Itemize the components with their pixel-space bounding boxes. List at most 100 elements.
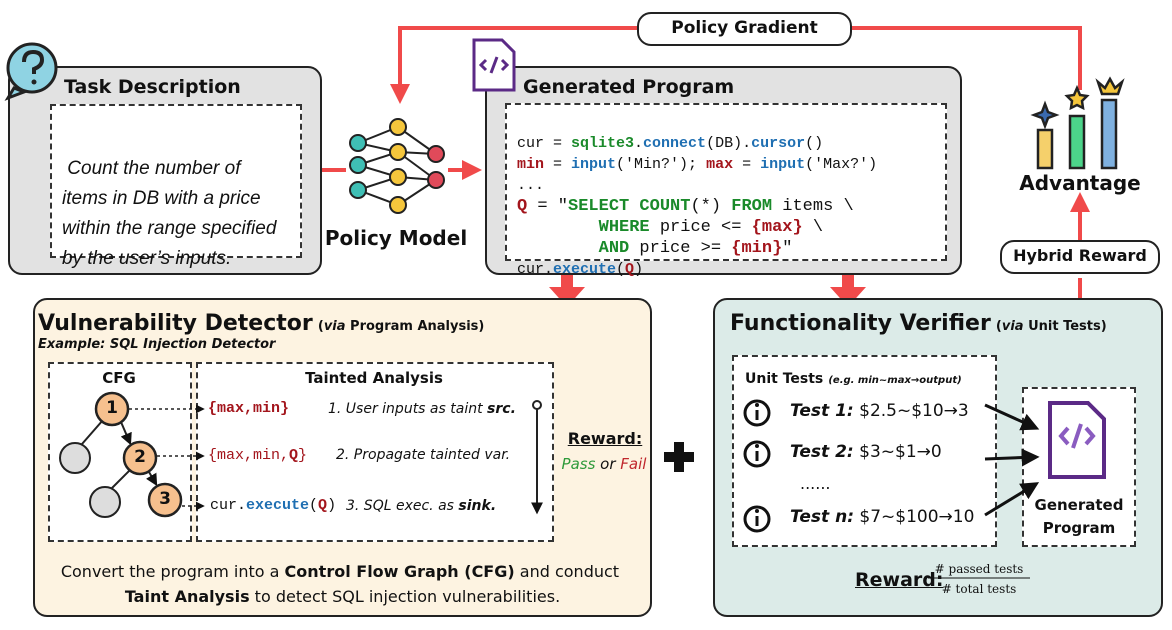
path (1095, 76, 1125, 96)
text: min (517, 156, 545, 173)
text: (e.g. min~max→output) (828, 375, 962, 386)
g (357, 126, 437, 206)
test: Test 2: $3~$1→0 (790, 444, 942, 461)
advantage-bars (1030, 76, 1125, 170)
text: Q (289, 447, 299, 464)
circle (349, 156, 367, 174)
text: Functionality Verifier (730, 311, 991, 336)
file-icon (472, 38, 516, 92)
text: Fail (620, 455, 647, 473)
text: via (1001, 319, 1024, 334)
taint-step: 1. User inputs as taint src. (328, 402, 516, 416)
text: cur. (517, 261, 554, 278)
question-icon (4, 42, 58, 101)
text: ( (616, 261, 626, 278)
circle (427, 171, 445, 189)
hybrid-reward: Hybrid Reward (1013, 246, 1147, 265)
g (427, 145, 445, 189)
detector-reward: Pass or Fail (556, 457, 652, 472)
text: {min} (731, 239, 783, 258)
div (732, 355, 997, 547)
circle (349, 181, 367, 199)
text: Taint Analysis (124, 587, 250, 606)
policy-gradient: Policy Gradient (671, 18, 818, 38)
path (830, 265, 866, 307)
text: = (733, 156, 761, 173)
rect (1068, 114, 1086, 170)
text: ) (634, 261, 644, 278)
text: $7~$100→10 (859, 507, 975, 527)
code: cur = sqlite3.connect(DB).cursor() min = … (517, 112, 877, 280)
text: Program (1042, 519, 1116, 537)
text: ('Min?'); (616, 156, 707, 173)
circle (389, 196, 407, 214)
line (111, 469, 131, 489)
circle (389, 143, 407, 161)
text: {max,min} (208, 400, 290, 417)
rect (1100, 98, 1118, 170)
text: via (323, 319, 346, 334)
tests-ellipsis: ...... (800, 474, 831, 493)
circle (89, 486, 121, 518)
text: = (544, 156, 572, 173)
text: sqlite3 (571, 135, 635, 152)
program-title: Generated Program (523, 76, 735, 98)
text: sink. (458, 498, 497, 514)
circle (147, 482, 183, 518)
g (1048, 401, 1106, 479)
text: price >= (629, 239, 732, 258)
text: connect (643, 135, 707, 152)
cfg-node: 1 (106, 398, 118, 418)
task-line: items in DB with a price (62, 188, 261, 209)
verifier-heading: Functionality Verifier (via Unit Tests) (730, 313, 1107, 335)
task-line: Count the number of (67, 158, 241, 179)
circle (389, 118, 407, 136)
circle (755, 509, 759, 513)
div (637, 12, 852, 46)
div (1000, 240, 1160, 274)
text: Vulnerability Detector (38, 311, 313, 336)
cfg-node: 2 (134, 447, 146, 467)
text: to detect SQL injection vulnerabilities. (249, 587, 561, 606)
text: ( (995, 319, 1002, 334)
text: execute (553, 261, 617, 278)
task-line: within the range specified (62, 218, 277, 239)
circle (122, 440, 158, 476)
reward-denominator: # total tests (941, 582, 1017, 596)
line (81, 419, 104, 445)
cfg-title: CFG (102, 369, 136, 387)
taint-code: {max,min,Q} (208, 448, 307, 463)
text: WHERE (598, 218, 650, 237)
text: ) (327, 497, 337, 514)
circle (389, 168, 407, 186)
unit-tests-heading: Unit Tests (e.g. min~max→output) (745, 370, 962, 386)
circle (31, 79, 37, 85)
advantage-label: Advantage (1019, 171, 1141, 195)
taint-step: 3. SQL exec. as sink. (346, 499, 496, 513)
text: (DB). (706, 135, 752, 152)
path (1064, 84, 1090, 111)
text: or (595, 455, 621, 473)
text: execute (246, 497, 310, 514)
reward-numerator: # passed tests (934, 562, 1024, 576)
text: 2. Propagate tainted var. (336, 447, 511, 463)
path (4, 86, 29, 101)
g (984, 403, 1040, 517)
text: $2.5~$10→3 (859, 401, 969, 421)
text: ( (317, 319, 324, 334)
task-title: Task Description (64, 76, 241, 98)
g (549, 265, 866, 307)
task-line: by the user’s inputs. (62, 248, 232, 269)
text: price <= (649, 218, 752, 237)
text: Generated (1034, 496, 1124, 514)
text: Convert the program into a (60, 562, 285, 581)
circle (94, 391, 130, 427)
test: Test n: $7~$100→10 (790, 509, 974, 526)
text: Unit Tests (745, 371, 824, 387)
g (81, 419, 158, 489)
text: " (782, 239, 793, 258)
div (505, 103, 947, 261)
